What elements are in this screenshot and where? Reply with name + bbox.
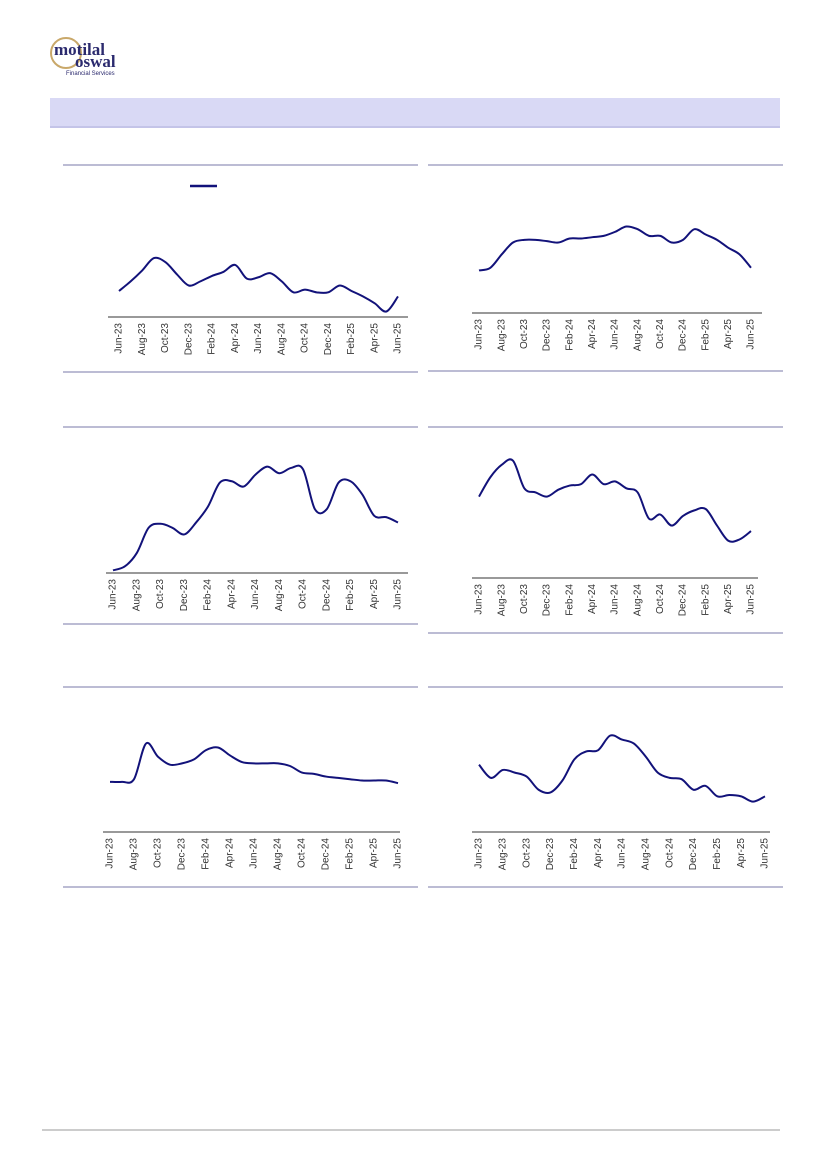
x-tick-label: Oct-23 (160, 323, 171, 353)
logo-tagline: Financial Services (66, 71, 115, 77)
logo-text: motilal (54, 40, 105, 59)
x-tick-label: Jun-24 (249, 838, 260, 869)
x-tick-label: Oct-24 (664, 838, 675, 868)
x-tick-label: Feb-24 (569, 838, 580, 870)
x-tick-label: Feb-25 (700, 319, 711, 351)
x-tick-label: Oct-24 (300, 323, 311, 353)
x-tick-label: Feb-25 (345, 579, 356, 611)
x-tick-label: Oct-24 (655, 319, 666, 349)
logo-text: oswal (75, 52, 116, 71)
x-tick-label: Jun-23 (108, 579, 119, 610)
x-tick-label: Oct-23 (519, 584, 530, 614)
x-tick-label: Feb-24 (201, 838, 212, 870)
x-tick-label: Dec-24 (321, 838, 332, 871)
x-tick-label: Oct-23 (153, 838, 164, 868)
x-tick-label: Dec-23 (183, 323, 194, 356)
x-tick-label: Jun-25 (393, 838, 404, 869)
x-tick-label: Dec-24 (321, 579, 332, 612)
x-tick-label: Oct-23 (155, 579, 166, 609)
line-series (478, 734, 766, 803)
line-series (118, 256, 399, 313)
x-tick-label: Aug-23 (496, 319, 507, 352)
line-series (478, 225, 752, 272)
x-tick-label: Aug-24 (632, 584, 643, 617)
x-tick-label: Apr-25 (736, 838, 747, 868)
x-tick-label: Apr-25 (369, 323, 380, 353)
x-tick-label: Jun-25 (746, 319, 757, 350)
x-tick-label: Feb-25 (345, 838, 356, 870)
x-tick-label: Feb-24 (203, 579, 214, 611)
x-tick-label: Oct-24 (297, 838, 308, 868)
x-tick-label: Feb-24 (564, 319, 575, 351)
x-tick-label: Dec-23 (542, 319, 553, 352)
x-tick-label: Apr-24 (225, 838, 236, 868)
x-tick-label: Jun-23 (105, 838, 116, 869)
x-tick-label: Apr-25 (723, 584, 734, 614)
x-tick-label: Jun-23 (114, 323, 125, 354)
x-tick-label: Apr-25 (723, 319, 734, 349)
x-tick-label: Jun-23 (474, 584, 485, 615)
x-tick-label: Dec-23 (542, 584, 553, 617)
x-tick-label: Aug-24 (632, 319, 643, 352)
x-tick-label: Dec-24 (678, 319, 689, 352)
x-tick-label: Apr-25 (369, 579, 380, 609)
x-tick-label: Oct-24 (655, 584, 666, 614)
x-tick-label: Aug-23 (137, 323, 148, 356)
x-tick-label: Oct-23 (519, 319, 530, 349)
x-tick-label: Aug-24 (273, 838, 284, 871)
x-tick-label: Feb-24 (564, 584, 575, 616)
x-tick-label: Aug-24 (640, 838, 651, 871)
x-tick-label: Dec-24 (323, 323, 334, 356)
x-tick-label: Apr-24 (587, 584, 598, 614)
x-tick-label: Aug-24 (276, 323, 287, 356)
x-tick-label: Jun-24 (617, 838, 628, 869)
x-tick-label: Aug-23 (496, 584, 507, 617)
x-tick-label: Jun-23 (474, 838, 485, 869)
x-tick-label: Aug-24 (274, 579, 285, 612)
x-tick-label: Aug-23 (131, 579, 142, 612)
x-tick-label: Apr-24 (226, 579, 237, 609)
x-tick-label: Dec-23 (179, 579, 190, 612)
x-tick-label: Dec-24 (678, 584, 689, 617)
logo-ring (50, 37, 82, 69)
header-bar (50, 98, 780, 126)
x-tick-label: Jun-25 (760, 838, 771, 869)
x-tick-label: Jun-24 (250, 579, 261, 610)
x-tick-label: Apr-25 (369, 838, 380, 868)
line-series (478, 458, 752, 543)
x-tick-label: Jun-25 (393, 323, 404, 354)
x-tick-label: Jun-24 (253, 323, 264, 354)
x-tick-label: Dec-23 (177, 838, 188, 871)
x-tick-label: Feb-24 (207, 323, 218, 355)
x-tick-label: Aug-23 (129, 838, 140, 871)
x-tick-label: Dec-23 (545, 838, 556, 871)
x-tick-label: Jun-25 (746, 584, 757, 615)
x-tick-label: Feb-25 (712, 838, 723, 870)
x-tick-label: Apr-24 (587, 319, 598, 349)
x-tick-label: Oct-23 (521, 838, 532, 868)
line-series (112, 464, 399, 572)
x-tick-label: Apr-24 (230, 323, 241, 353)
x-tick-label: Dec-24 (688, 838, 699, 871)
x-tick-label: Feb-25 (346, 323, 357, 355)
x-tick-label: Oct-24 (298, 579, 309, 609)
x-tick-label: Jun-24 (610, 319, 621, 350)
x-tick-label: Jun-24 (610, 584, 621, 615)
x-tick-label: Jun-25 (393, 579, 404, 610)
line-series (109, 741, 399, 785)
x-tick-label: Apr-24 (593, 838, 604, 868)
x-tick-label: Jun-23 (474, 319, 485, 350)
x-tick-label: Aug-23 (497, 838, 508, 871)
x-tick-label: Feb-25 (700, 584, 711, 616)
